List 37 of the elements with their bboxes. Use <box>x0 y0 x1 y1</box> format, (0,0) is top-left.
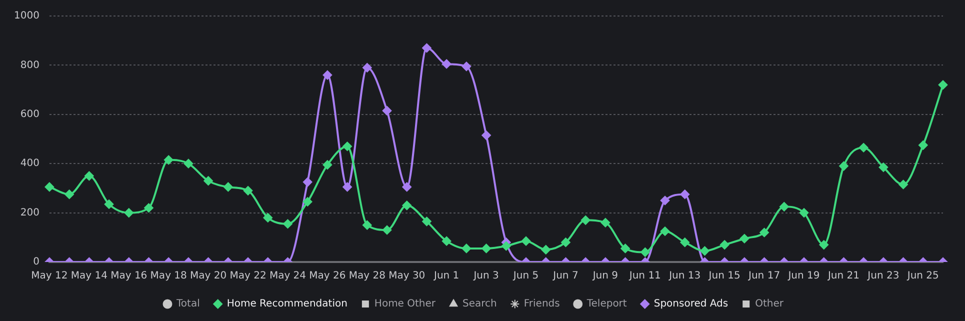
legend-label: Sponsored Ads <box>654 298 728 310</box>
legend-label: Home Other <box>374 298 436 310</box>
x-tick-label: Jun 11 <box>628 270 661 282</box>
x-tick-label: May 12 <box>31 270 68 282</box>
x-tick-label: Jun 15 <box>708 270 740 282</box>
x-tick-label: Jun 9 <box>592 270 618 282</box>
x-tick-label: Jun 25 <box>906 270 939 282</box>
x-tick-label: Jun 7 <box>552 270 578 282</box>
x-tick-label: May 18 <box>150 270 187 282</box>
x-tick-label: May 26 <box>309 270 346 282</box>
x-tick-label: May 30 <box>388 270 426 282</box>
legend-label: Home Recommendation <box>226 298 348 310</box>
legend-label: Total <box>175 298 200 310</box>
x-tick-label: May 22 <box>230 270 266 282</box>
x-tick-label: Jun 23 <box>866 270 900 282</box>
legend-label: Search <box>462 298 497 310</box>
x-tick-label: May 28 <box>348 270 386 282</box>
legend-label: Friends <box>524 298 560 310</box>
x-tick-label: Jun 17 <box>748 270 780 282</box>
x-tick-label: Jun 13 <box>668 270 701 282</box>
y-tick-label: 200 <box>20 207 40 218</box>
legend-label: Teleport <box>586 298 627 310</box>
x-tick-label: May 14 <box>70 270 108 282</box>
x-tick-label: Jun 19 <box>787 270 820 282</box>
x-tick-label: May 24 <box>269 270 306 282</box>
y-tick-label: 0 <box>33 256 40 268</box>
y-tick-label: 400 <box>20 158 40 170</box>
legend-label: Other <box>755 298 784 310</box>
x-tick-label: May 16 <box>110 270 148 282</box>
y-tick-label: 600 <box>20 108 40 120</box>
y-tick-label: 800 <box>20 60 40 71</box>
x-tick-label: May 20 <box>190 270 227 282</box>
x-tick-label: Jun 21 <box>826 270 860 282</box>
x-tick-label: Jun 1 <box>432 270 460 282</box>
x-tick-label: Jun 3 <box>472 270 499 282</box>
x-tick-label: Jun 5 <box>512 270 539 282</box>
y-tick-label: 1000 <box>14 10 40 22</box>
